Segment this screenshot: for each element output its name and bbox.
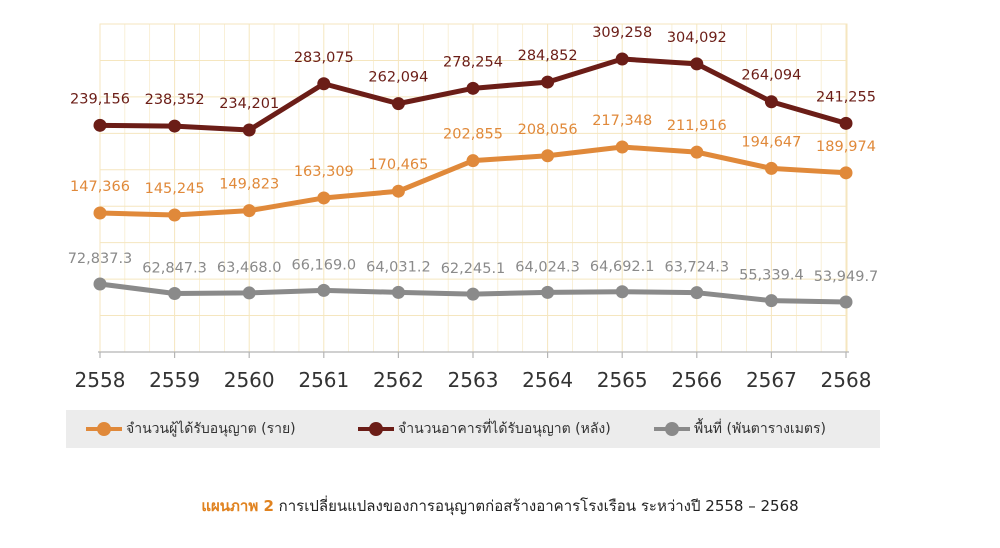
data-label: 211,916 [667, 118, 727, 134]
data-label: 72,837.3 [68, 251, 133, 267]
data-point [317, 283, 331, 297]
data-label: 194,647 [741, 134, 801, 150]
data-label: 170,465 [368, 157, 428, 173]
data-label: 262,094 [368, 70, 428, 86]
data-label: 64,692.1 [590, 259, 655, 275]
legend-label-buildings: จำนวนอาคารที่ได้รับอนุญาต (หลัง) [398, 421, 611, 437]
data-point [242, 204, 256, 218]
legend-item-applicants: จำนวนผู้ได้รับอนุญาต (ราย) [86, 410, 296, 448]
data-point [391, 285, 405, 299]
x-tick-label: 2563 [448, 368, 499, 392]
data-label: 55,339.4 [739, 268, 804, 284]
data-label: 62,245.1 [441, 261, 506, 277]
data-point [764, 95, 778, 109]
data-label: 163,309 [294, 164, 354, 180]
data-point [615, 285, 629, 299]
x-tick-label: 2568 [821, 368, 872, 392]
data-label: 53,949.7 [814, 269, 879, 285]
data-label: 304,092 [667, 30, 727, 46]
data-point [93, 118, 107, 132]
x-tick-label: 2561 [298, 368, 349, 392]
data-point [317, 191, 331, 205]
data-label: 63,724.3 [665, 260, 730, 276]
data-label: 63,468.0 [217, 260, 282, 276]
data-point [839, 166, 853, 180]
data-point [391, 97, 405, 111]
legend-item-buildings: จำนวนอาคารที่ได้รับอนุญาต (หลัง) [358, 410, 611, 448]
x-axis: 2558 2559 2560 2561 2562 2563 2564 2565 2566 2567… [75, 351, 872, 392]
x-tick-label: 2559 [149, 368, 200, 392]
data-label: 202,855 [443, 127, 503, 143]
legend-label-area: พื้นที่ (พันตารางเมตร) [694, 421, 826, 437]
data-point [839, 116, 853, 130]
data-label: 264,094 [741, 68, 801, 84]
data-label: 217,348 [592, 113, 652, 129]
data-label: 278,254 [443, 54, 503, 70]
data-point [242, 123, 256, 137]
data-label: 234,201 [219, 96, 279, 112]
legend-swatch-applicants [86, 422, 122, 436]
data-point [242, 286, 256, 300]
data-point [93, 206, 107, 220]
data-point [764, 161, 778, 175]
data-point [466, 287, 480, 301]
x-tick-label: 2565 [597, 368, 648, 392]
figure-label: แผนภาพ 2 [201, 497, 274, 515]
x-tick-label: 2562 [373, 368, 424, 392]
legend-swatch-buildings [358, 422, 394, 436]
legend: จำนวนผู้ได้รับอนุญาต (ราย) จำนวนอาคารที่… [66, 410, 880, 448]
data-point [615, 52, 629, 66]
data-label: 238,352 [145, 92, 205, 108]
x-tick-label: 2558 [75, 368, 126, 392]
chart-grid [99, 23, 848, 353]
data-label: 149,823 [219, 177, 279, 193]
data-point [168, 287, 182, 301]
data-point [839, 295, 853, 309]
data-point [615, 140, 629, 154]
data-point [690, 57, 704, 71]
data-label: 62,847.3 [142, 261, 207, 277]
legend-label-applicants: จำนวนผู้ได้รับอนุญาต (ราย) [126, 421, 296, 437]
data-point [541, 75, 555, 89]
data-label: 64,031.2 [366, 259, 431, 275]
data-point [764, 294, 778, 308]
data-label: 64,024.3 [515, 259, 580, 275]
data-point [466, 154, 480, 168]
figure-caption-text: การเปลี่ยนแปลงของการอนุญาตก่อสร้างอาคารโ… [278, 497, 799, 515]
data-point [168, 208, 182, 222]
data-label: 66,169.0 [292, 257, 357, 273]
x-tick-label: 2566 [671, 368, 722, 392]
data-point [466, 81, 480, 95]
data-point [690, 145, 704, 159]
data-label: 147,366 [70, 179, 130, 195]
x-tick-label: 2564 [522, 368, 573, 392]
series-lines [93, 52, 853, 309]
legend-swatch-area [654, 422, 690, 436]
data-labels: 239,156 238,352 234,201 283,075 262,094 278,2… [68, 25, 879, 285]
data-label: 283,075 [294, 50, 354, 66]
data-label: 189,974 [816, 139, 876, 155]
data-point [317, 77, 331, 91]
data-point [391, 184, 405, 198]
data-point [93, 277, 107, 291]
data-point [690, 286, 704, 300]
x-tick-label: 2560 [224, 368, 275, 392]
data-label: 241,255 [816, 89, 876, 105]
data-label: 309,258 [592, 25, 652, 41]
data-label: 284,852 [518, 48, 578, 64]
x-tick-label: 2567 [746, 368, 797, 392]
data-point [541, 149, 555, 163]
data-point [541, 285, 555, 299]
data-label: 239,156 [70, 91, 130, 107]
legend-item-area: พื้นที่ (พันตารางเมตร) [654, 410, 826, 448]
data-label: 208,056 [518, 122, 578, 138]
data-label: 145,245 [145, 181, 205, 197]
figure-caption: แผนภาพ 2 การเปลี่ยนแปลงของการอนุญาตก่อสร… [0, 494, 1000, 518]
data-point [168, 119, 182, 133]
